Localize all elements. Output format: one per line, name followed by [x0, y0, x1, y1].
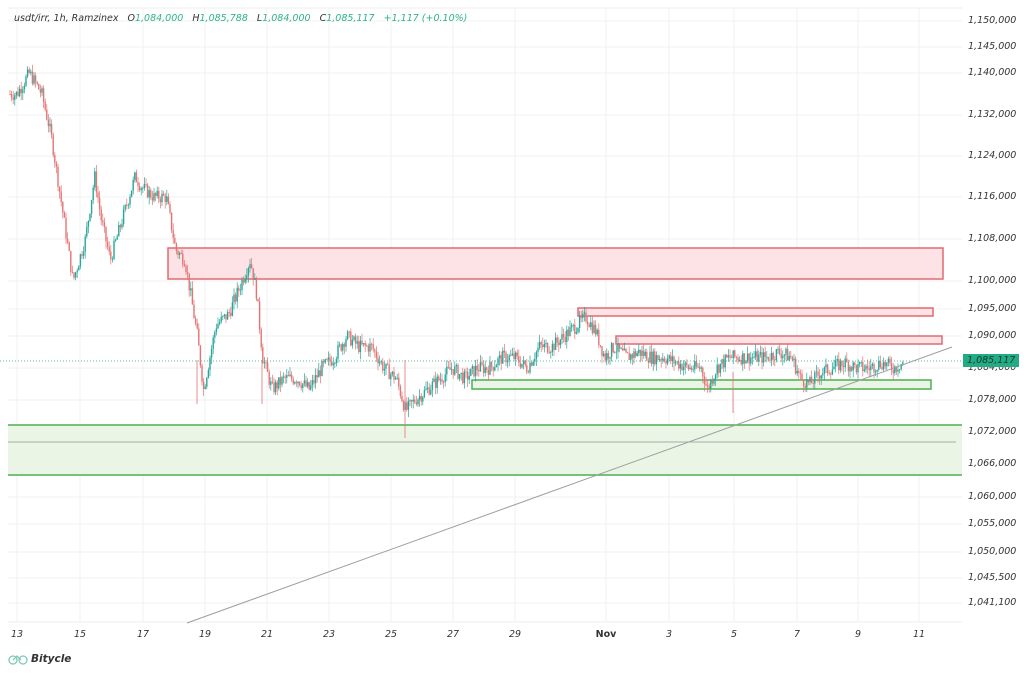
price-tick: 1,084,000	[968, 362, 1017, 373]
price-tick: 1,055,000	[968, 518, 1017, 529]
price-tick: 1,132,000	[968, 109, 1017, 120]
price-tick: 1,108,000	[968, 233, 1017, 244]
time-tick: 29	[508, 629, 522, 640]
price-tick: 1,060,000	[968, 491, 1017, 502]
price-tick: 1,041,100	[968, 597, 1017, 608]
change-value: +1,117 (+0.10%)	[383, 13, 468, 24]
time-tick: 27	[446, 629, 460, 640]
price-tick: 1,150,000	[968, 15, 1017, 26]
chart-header: usdt/irr, 1h, Ramzinex O1,084,000 H1,085…	[14, 13, 468, 24]
price-tick: 1,072,000	[968, 426, 1017, 437]
time-tick: 23	[322, 629, 336, 640]
low-value: 1,084,000	[262, 13, 311, 24]
bicycle-icon	[8, 654, 28, 665]
price-tick: 1,045,500	[968, 572, 1017, 583]
resistance-zone-upper[interactable]	[167, 247, 944, 280]
time-tick: 17	[136, 629, 150, 640]
price-tick: 1,145,000	[968, 41, 1017, 52]
trendline[interactable]	[186, 346, 953, 624]
brand-name: Bitycle	[31, 653, 72, 665]
time-tick: Nov	[595, 629, 617, 640]
time-tick: 3	[665, 629, 673, 640]
candlesticks	[9, 64, 904, 438]
resistance-zone-mid[interactable]	[577, 307, 934, 317]
price-tick: 1,078,000	[968, 394, 1017, 405]
close-value: 1,085,117	[326, 13, 375, 24]
support-zone-large[interactable]	[8, 425, 962, 475]
price-tick: 1,066,000	[968, 458, 1017, 469]
time-tick: 15	[73, 629, 87, 640]
open-value: 1,084,000	[134, 13, 184, 24]
symbol-label: usdt/irr, 1h, Ramzinex	[14, 13, 119, 24]
time-tick: 7	[793, 629, 801, 640]
high-value: 1,085,788	[199, 13, 248, 24]
price-tick: 1,124,000	[968, 150, 1017, 161]
time-tick: 5	[730, 629, 738, 640]
brand-logo: Bitycle	[8, 653, 71, 665]
resistance-zone-low[interactable]	[615, 335, 943, 345]
price-tick: 1,050,000	[968, 546, 1017, 557]
price-tick: 1,100,000	[968, 275, 1017, 286]
time-tick: 11	[912, 629, 926, 640]
price-tick: 1,090,000	[968, 330, 1017, 341]
price-tick: 1,140,000	[968, 67, 1017, 78]
time-tick: 13	[10, 629, 24, 640]
time-tick: 9	[854, 629, 862, 640]
price-tick: 1,116,000	[968, 191, 1017, 202]
time-tick: 19	[198, 629, 212, 640]
time-tick: 25	[384, 629, 398, 640]
support-zone-small[interactable]	[471, 379, 932, 390]
last-price-tag: 1,085,117	[963, 354, 1020, 367]
time-tick: 21	[260, 629, 274, 640]
price-tick: 1,095,000	[968, 303, 1017, 314]
zones	[8, 247, 962, 476]
